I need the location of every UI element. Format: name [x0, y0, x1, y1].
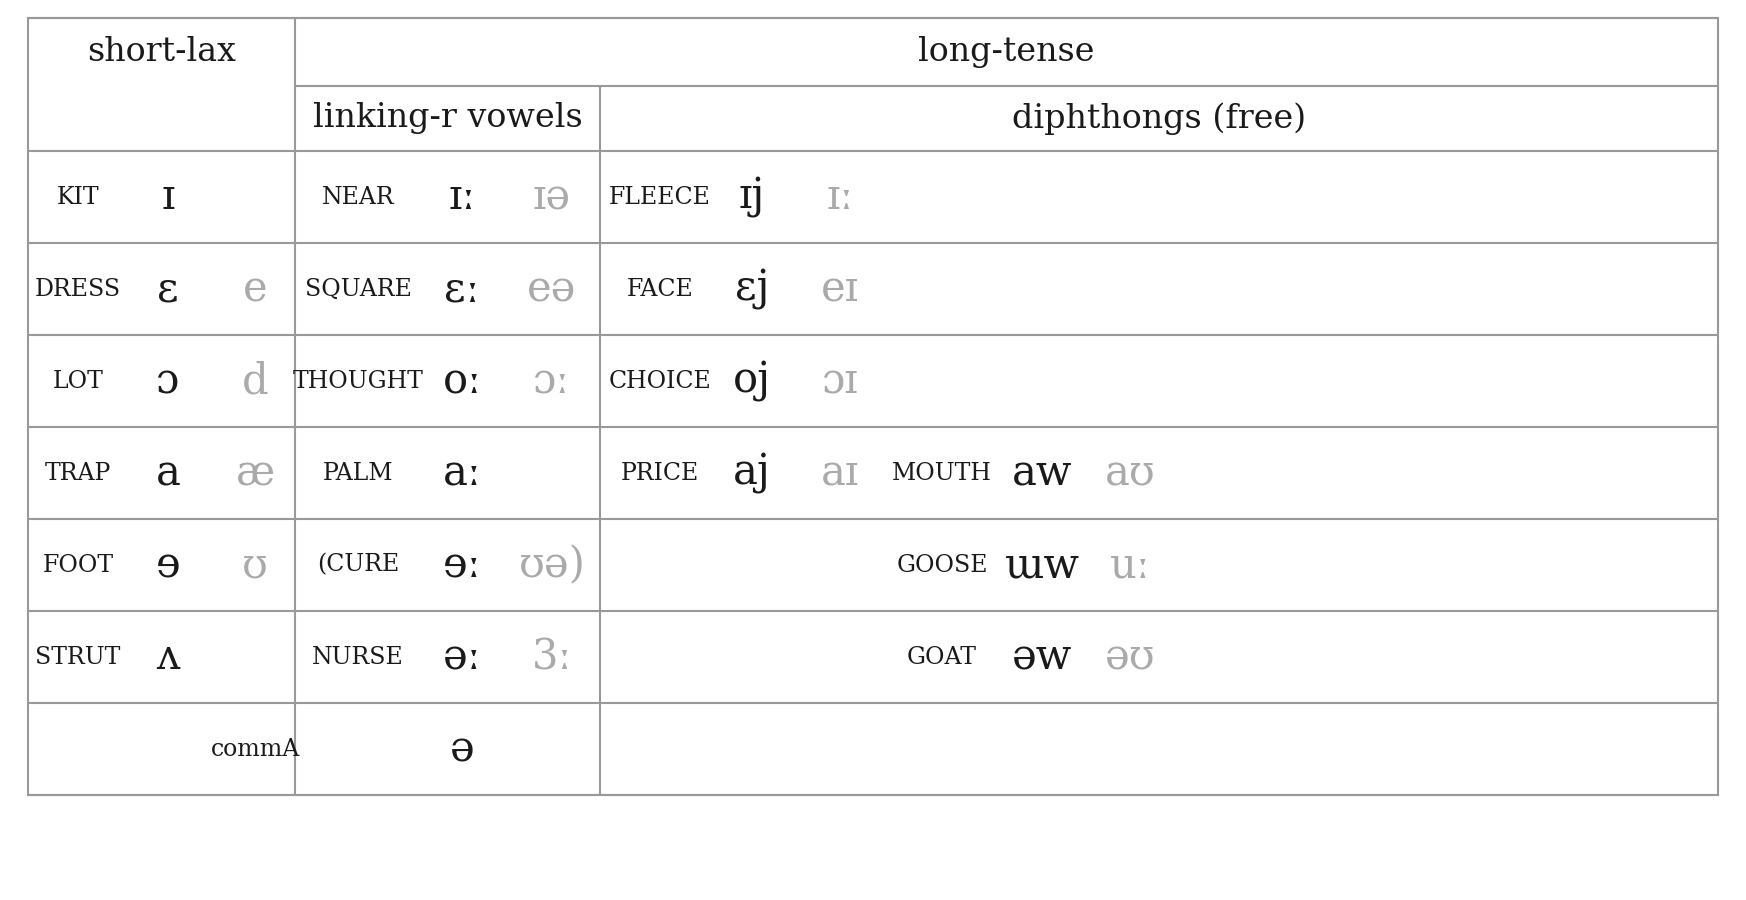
Text: aj: aj	[733, 452, 772, 494]
Text: CHOICE: CHOICE	[609, 370, 711, 392]
Text: PALM: PALM	[323, 462, 393, 484]
Text: (CURE: (CURE	[316, 554, 400, 577]
Text: DRESS: DRESS	[35, 277, 120, 301]
Text: oj: oj	[733, 360, 772, 402]
Text: ʊ: ʊ	[243, 544, 267, 586]
Text: GOAT: GOAT	[906, 645, 978, 669]
Text: PRICE: PRICE	[622, 462, 698, 484]
Text: ɪː: ɪː	[826, 176, 854, 218]
Text: aː: aː	[442, 452, 482, 494]
Text: aʊ: aʊ	[1105, 452, 1156, 494]
Bar	[28, 18, 1718, 795]
Text: ɔː: ɔː	[533, 360, 571, 402]
Text: ɪj: ɪj	[739, 176, 765, 218]
Text: oː: oː	[442, 360, 482, 402]
Text: əw: əw	[1013, 636, 1072, 678]
Text: TRAP: TRAP	[45, 462, 112, 484]
Text: aw: aw	[1013, 452, 1072, 494]
Text: eɪ: eɪ	[821, 268, 859, 310]
Text: əː: əː	[443, 636, 482, 678]
Text: FACE: FACE	[627, 277, 693, 301]
Text: ʌ: ʌ	[155, 636, 180, 678]
Text: ɔɪ: ɔɪ	[822, 360, 859, 402]
Text: 3ː: 3ː	[533, 636, 573, 678]
Text: short-lax: short-lax	[87, 36, 236, 68]
Text: GOOSE: GOOSE	[896, 554, 988, 577]
Text: FOOT: FOOT	[42, 554, 113, 577]
Text: KIT: KIT	[56, 185, 100, 209]
Text: ɘː: ɘː	[443, 544, 482, 586]
Text: linking-r vowels: linking-r vowels	[313, 103, 583, 134]
Text: əʊ: əʊ	[1105, 636, 1156, 678]
Text: MOUTH: MOUTH	[892, 462, 992, 484]
Text: LOT: LOT	[52, 370, 103, 392]
Text: ɪː: ɪː	[449, 176, 475, 218]
Text: diphthongs (free): diphthongs (free)	[1013, 103, 1306, 135]
Text: a: a	[155, 452, 180, 494]
Text: STRUT: STRUT	[35, 645, 120, 669]
Text: long-tense: long-tense	[918, 36, 1095, 68]
Text: ɛː: ɛː	[443, 268, 480, 310]
Text: ɛ: ɛ	[157, 268, 178, 310]
Text: d: d	[241, 360, 269, 402]
Text: eə: eə	[527, 268, 576, 310]
Text: commA: commA	[210, 737, 300, 760]
Text: NURSE: NURSE	[313, 645, 403, 669]
Text: FLEECE: FLEECE	[609, 185, 711, 209]
Text: æ: æ	[236, 452, 274, 494]
Text: ɘ: ɘ	[155, 544, 180, 586]
Text: ɛj: ɛj	[735, 268, 770, 310]
Text: ɔ: ɔ	[157, 360, 180, 402]
Text: aɪ: aɪ	[821, 452, 859, 494]
Text: e: e	[243, 268, 267, 310]
Text: ə: ə	[450, 728, 475, 770]
Text: ɪ: ɪ	[161, 176, 175, 218]
Text: THOUGHT: THOUGHT	[293, 370, 424, 392]
Text: ʊə): ʊə)	[519, 544, 585, 586]
Text: ɪə: ɪə	[533, 176, 571, 218]
Text: SQUARE: SQUARE	[304, 277, 412, 301]
Text: NEAR: NEAR	[321, 185, 395, 209]
Text: ɯw: ɯw	[1004, 544, 1079, 586]
Text: uː: uː	[1110, 544, 1151, 586]
